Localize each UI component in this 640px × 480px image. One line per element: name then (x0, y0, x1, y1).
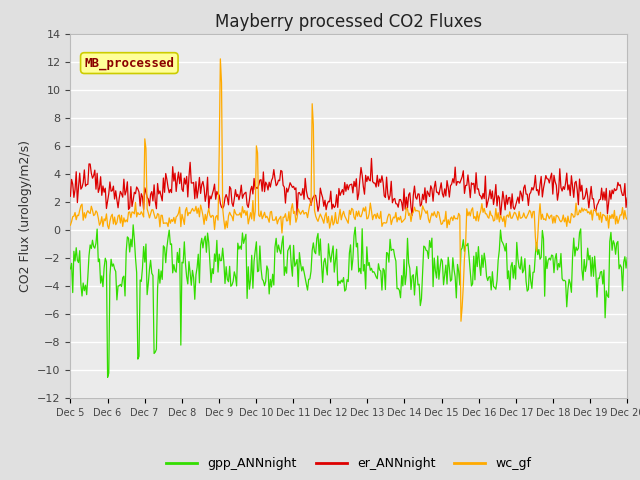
er_ANNnight (623, 195, 631, 201)
gpp_ANNnight (242, 231, 250, 237)
wc_gf (478, 201, 486, 206)
er_ANNnight (406, 190, 413, 196)
wc_gf (303, 210, 310, 216)
wc_gf (380, 220, 387, 226)
gpp_ANNnight (623, 255, 631, 261)
wc_gf (216, 56, 224, 62)
gpp_ANNnight (129, 222, 137, 228)
gpp_ANNnight (67, 266, 74, 272)
Line: wc_gf: wc_gf (70, 59, 627, 321)
wc_gf (406, 210, 413, 216)
wc_gf (623, 216, 631, 222)
Y-axis label: CO2 Flux (urology/m2/s): CO2 Flux (urology/m2/s) (19, 140, 31, 292)
er_ANNnight (477, 193, 484, 199)
wc_gf (241, 207, 248, 213)
er_ANNnight (301, 176, 309, 181)
Line: er_ANNnight: er_ANNnight (70, 158, 627, 217)
gpp_ANNnight (575, 245, 582, 251)
Title: Mayberry processed CO2 Fluxes: Mayberry processed CO2 Fluxes (215, 12, 483, 31)
gpp_ANNnight (478, 252, 486, 258)
er_ANNnight (497, 214, 504, 220)
er_ANNnight (67, 193, 74, 199)
Legend: gpp_ANNnight, er_ANNnight, wc_gf: gpp_ANNnight, er_ANNnight, wc_gf (161, 452, 536, 475)
wc_gf (575, 212, 582, 217)
Text: MB_processed: MB_processed (84, 57, 174, 70)
gpp_ANNnight (104, 374, 111, 380)
er_ANNnight (575, 202, 582, 208)
wc_gf (457, 318, 465, 324)
gpp_ANNnight (380, 267, 388, 273)
wc_gf (67, 222, 74, 228)
er_ANNnight (380, 180, 387, 185)
Line: gpp_ANNnight: gpp_ANNnight (70, 225, 627, 377)
gpp_ANNnight (304, 287, 312, 293)
er_ANNnight (367, 156, 375, 161)
er_ANNnight (240, 192, 248, 198)
gpp_ANNnight (407, 287, 415, 292)
